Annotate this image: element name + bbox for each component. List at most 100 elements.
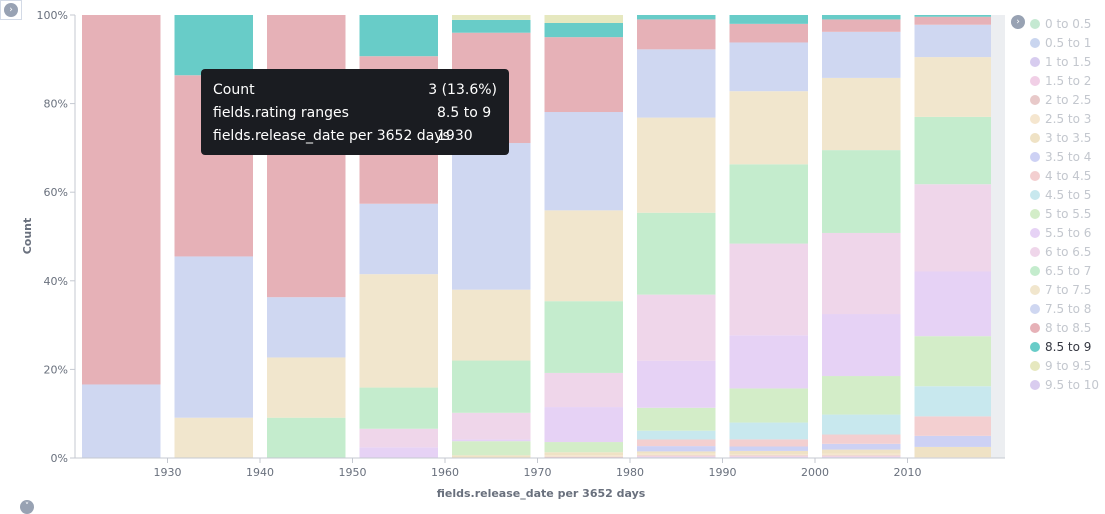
bar-segment[interactable]: [359, 203, 439, 275]
bar-segment[interactable]: [729, 450, 809, 455]
bar-segment[interactable]: [637, 430, 716, 440]
legend-item[interactable]: 1.5 to 2: [1030, 71, 1099, 90]
bar-segment[interactable]: [822, 19, 901, 32]
legend-item[interactable]: 2.5 to 3: [1030, 109, 1099, 128]
bar-segment[interactable]: [914, 116, 994, 185]
legend-item[interactable]: 7.5 to 8: [1030, 299, 1099, 318]
bar-segment[interactable]: [822, 15, 901, 20]
panel-toggle-button[interactable]: ›: [0, 0, 22, 20]
bar-segment[interactable]: [729, 439, 809, 447]
bar-segment[interactable]: [914, 271, 994, 337]
bar-segment[interactable]: [544, 442, 624, 453]
bar-segment[interactable]: [729, 15, 809, 24]
bar-segment[interactable]: [174, 15, 254, 76]
bar-segment[interactable]: [452, 289, 531, 361]
bar-segment[interactable]: [914, 24, 994, 58]
bar-segment[interactable]: [544, 456, 624, 458]
legend-item[interactable]: 2 to 2.5: [1030, 90, 1099, 109]
legend-toggle-button[interactable]: ›: [1011, 15, 1025, 29]
bar-segment[interactable]: [452, 412, 531, 440]
bar-segment[interactable]: [452, 19, 531, 33]
bar-segment[interactable]: [822, 232, 901, 315]
legend-item[interactable]: 9 to 9.5: [1030, 356, 1099, 375]
bar-segment[interactable]: [637, 49, 716, 118]
bar-segment[interactable]: [822, 31, 901, 78]
bar-segment[interactable]: [822, 376, 901, 415]
bar-segment[interactable]: [267, 297, 346, 358]
bar-segment[interactable]: [914, 336, 994, 387]
legend-item[interactable]: 8 to 8.5: [1030, 318, 1099, 337]
bar-segment[interactable]: [729, 388, 809, 423]
legend-item[interactable]: 8.5 to 9: [1030, 337, 1099, 356]
bar-segment[interactable]: [729, 243, 809, 336]
bar-segment[interactable]: [359, 15, 439, 57]
bar-segment[interactable]: [637, 453, 716, 456]
bar-segment[interactable]: [452, 441, 531, 456]
chevron-down-icon[interactable]: ˅: [20, 500, 34, 514]
bar-segment[interactable]: [914, 15, 994, 17]
bar-segment[interactable]: [544, 210, 624, 302]
bar-segment[interactable]: [267, 15, 346, 298]
bar-segment[interactable]: [822, 443, 901, 450]
bar-segment[interactable]: [452, 439, 531, 442]
bar-segment[interactable]: [822, 449, 901, 454]
bar-segment[interactable]: [914, 416, 994, 436]
bar-segment[interactable]: [544, 452, 624, 456]
bar-segment[interactable]: [914, 435, 994, 447]
bar-segment[interactable]: [914, 184, 994, 272]
legend-item[interactable]: 7 to 7.5: [1030, 280, 1099, 299]
legend-item[interactable]: 6.5 to 7: [1030, 261, 1099, 280]
bar-segment[interactable]: [637, 212, 716, 295]
bar-segment[interactable]: [637, 15, 716, 20]
legend-item[interactable]: 4 to 4.5: [1030, 166, 1099, 185]
bar-segment[interactable]: [729, 456, 809, 458]
bar-segment[interactable]: [637, 446, 716, 452]
legend-item[interactable]: 9.5 to 10: [1030, 375, 1099, 394]
bar-segment[interactable]: [359, 447, 439, 458]
bar-segment[interactable]: [822, 434, 901, 444]
legend-item[interactable]: 0.5 to 1: [1030, 33, 1099, 52]
bar-segment[interactable]: [174, 256, 254, 418]
bar-segment[interactable]: [544, 372, 624, 408]
bar-segment[interactable]: [729, 164, 809, 244]
bar-segment[interactable]: [914, 446, 994, 458]
bar-segment[interactable]: [729, 23, 809, 43]
bar-segment[interactable]: [637, 407, 716, 431]
scrollbar-track[interactable]: [991, 15, 1005, 458]
bar-segment[interactable]: [544, 22, 624, 38]
bar-segment[interactable]: [544, 112, 624, 211]
bar-segment[interactable]: [822, 150, 901, 233]
bar-segment[interactable]: [729, 42, 809, 92]
bar-segment[interactable]: [637, 360, 716, 408]
bar-segment[interactable]: [822, 456, 901, 458]
legend-item[interactable]: 5.5 to 6: [1030, 223, 1099, 242]
bar-segment[interactable]: [174, 417, 254, 458]
bar-segment[interactable]: [729, 455, 809, 457]
bar-segment[interactable]: [82, 15, 161, 385]
legend-item[interactable]: 3 to 3.5: [1030, 128, 1099, 147]
bar-segment[interactable]: [914, 57, 994, 117]
bar-segment[interactable]: [729, 335, 809, 389]
bar-segment[interactable]: [637, 294, 716, 361]
bar-segment[interactable]: [637, 19, 716, 50]
bar-segment[interactable]: [452, 360, 531, 413]
bar-segment[interactable]: [637, 451, 716, 454]
legend-item[interactable]: 3.5 to 4: [1030, 147, 1099, 166]
bar-segment[interactable]: [452, 455, 531, 458]
bar-segment[interactable]: [544, 455, 624, 457]
bar-segment[interactable]: [359, 387, 439, 429]
legend-item[interactable]: 1 to 1.5: [1030, 52, 1099, 71]
legend-item[interactable]: 6 to 6.5: [1030, 242, 1099, 261]
bar-segment[interactable]: [82, 384, 161, 458]
bar-segment[interactable]: [544, 15, 624, 23]
bar-segment[interactable]: [267, 417, 346, 458]
bar-segment[interactable]: [637, 456, 716, 458]
bar-segment[interactable]: [544, 407, 624, 443]
bar-segment[interactable]: [637, 455, 716, 457]
bar-segment[interactable]: [359, 274, 439, 388]
bar-segment[interactable]: [544, 37, 624, 113]
legend-item[interactable]: 5 to 5.5: [1030, 204, 1099, 223]
bar-segment[interactable]: [914, 386, 994, 417]
bar-segment[interactable]: [267, 357, 346, 418]
bar-segment[interactable]: [452, 15, 531, 20]
